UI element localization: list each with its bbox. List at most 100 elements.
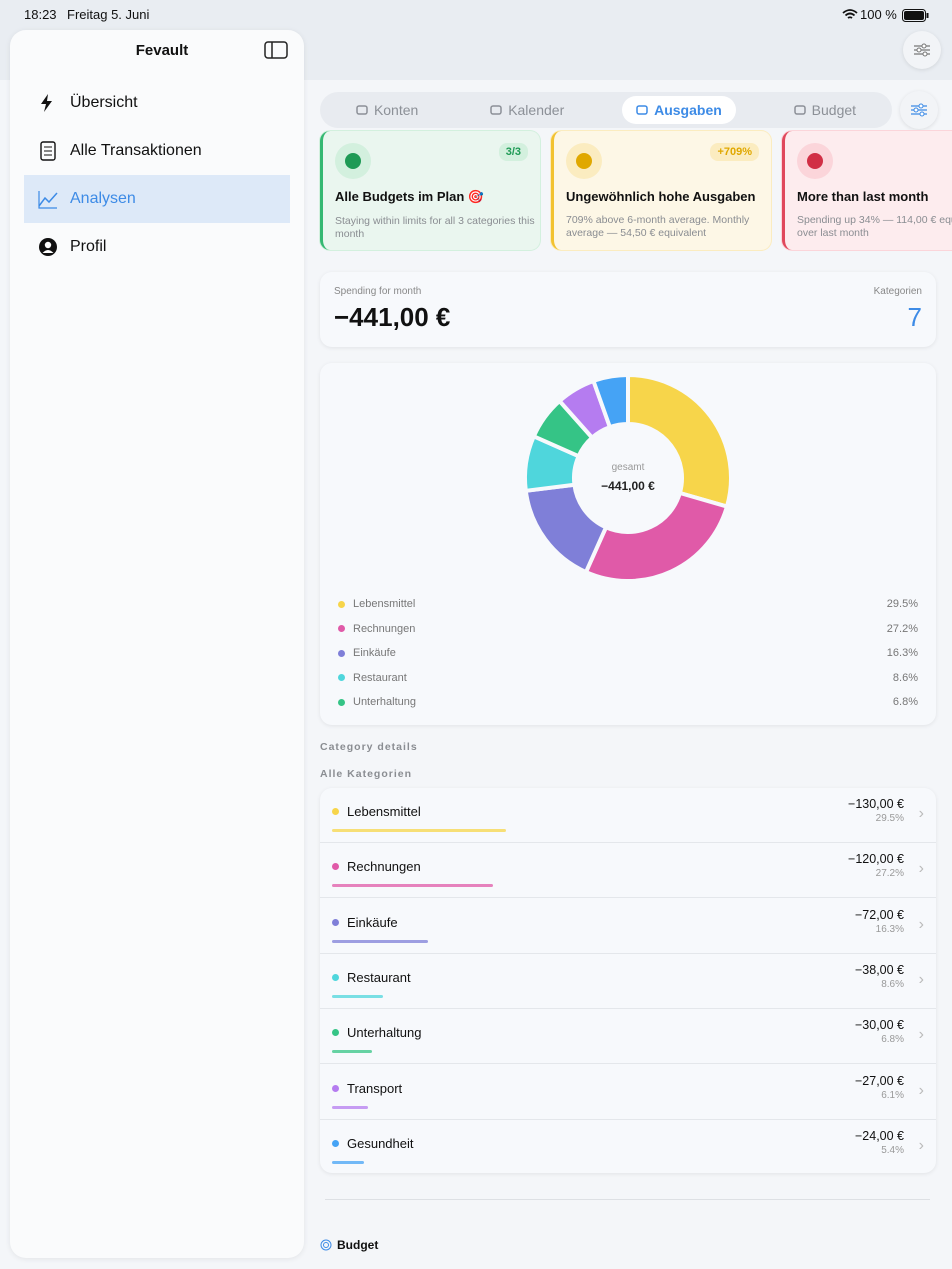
insight-badge: +709% — [710, 143, 759, 161]
legend-row: Einkäufe 16.3% — [338, 643, 918, 663]
nav-item[interactable]: Profil — [24, 223, 290, 271]
filter-button[interactable] — [900, 91, 938, 129]
tab-icon — [793, 105, 806, 115]
chevron: › — [918, 860, 924, 878]
insight-icon — [335, 143, 371, 179]
tab-label: Budget — [811, 102, 857, 118]
chevron: › — [918, 1081, 924, 1099]
category-amount: −72,00 € — [854, 907, 904, 922]
tab[interactable]: Konten — [342, 96, 432, 124]
insight-card: 3/3 Alle Budgets im Plan 🎯 Staying within … — [320, 131, 540, 250]
category-row[interactable]: Rechnungen −120,00 €27.2% › — [320, 843, 936, 899]
category-row[interactable]: Lebensmittel −130,00 € 29.5% › — [320, 788, 936, 843]
category-dot — [332, 1084, 339, 1092]
category-name: Transport — [347, 1080, 403, 1096]
legend-dot — [338, 674, 345, 681]
legend-name: Rechnungen — [353, 622, 416, 635]
nav-label: Alle Transaktionen — [70, 142, 202, 159]
count-label: Kategorien — [873, 286, 922, 297]
sidebar: Fevault Übersicht Alle Transaktionen Analy… — [10, 30, 304, 1258]
category-name-wrap: Gesundheit — [332, 1136, 414, 1151]
insight-icon — [566, 143, 602, 179]
legend-dot — [338, 600, 345, 608]
count-value: 7 — [907, 302, 922, 332]
category-amount: −30,00 € — [854, 1018, 904, 1033]
category-bar — [332, 939, 429, 943]
tab-icon — [356, 105, 368, 115]
category-name-wrap: Einkäufe — [332, 915, 398, 930]
tab-bar: Konten Kalender Ausgaben Budget — [320, 92, 892, 128]
nav-icon — [41, 94, 52, 112]
donut-slice — [591, 373, 630, 430]
category-percent: 6.1% — [881, 1089, 904, 1101]
category-name-wrap: Unterhaltung — [332, 1025, 421, 1040]
battery-label: 100 % — [860, 7, 897, 22]
category-name: Restaurant — [347, 969, 411, 985]
sidebar-title: Fevault — [135, 42, 189, 59]
category-name: Gesundheit — [347, 1135, 414, 1151]
category-percent: 6.8% — [881, 1034, 904, 1046]
tab-icon — [636, 105, 648, 115]
legend-dot — [338, 649, 345, 657]
category-bar — [332, 884, 493, 888]
category-row[interactable]: Einkäufe −72,00 €16.3% › — [320, 899, 936, 954]
list-title: Alle Kategorien — [320, 768, 413, 780]
tab-label: Ausgaben — [654, 102, 722, 118]
legend-row: Restaurant 8.6% — [338, 668, 918, 688]
insight-text: 709% above 6-month average. Monthly aver… — [566, 214, 750, 239]
wifi-icon — [842, 9, 858, 19]
nav-label: Analysen — [70, 190, 136, 207]
category-row[interactable]: Restaurant −38,00 €8.6% › — [320, 954, 936, 1009]
legend-percent: 27.2% — [886, 622, 918, 635]
donut-center-label: gesamt — [612, 462, 645, 473]
tab[interactable]: Ausgaben — [622, 96, 736, 124]
category-amount: −120,00 € — [848, 852, 904, 867]
summary-label: Spending for month — [334, 286, 422, 297]
sliders-icon — [911, 103, 927, 117]
category-percent: 27.2% — [875, 868, 904, 880]
category-row[interactable]: Unterhaltung −30,00 €6.8% › — [320, 1009, 936, 1065]
insight-title: Alle Budgets im Plan 🎯 — [335, 189, 485, 204]
budget-icon — [320, 1239, 332, 1251]
donut-chart: gesamt −441,00 € — [523, 373, 733, 583]
settings-button[interactable] — [903, 31, 941, 69]
sidebar-toggle[interactable] — [264, 41, 288, 59]
donut-slice — [626, 373, 733, 509]
category-amount: −24,00 € — [854, 1128, 904, 1143]
category-row[interactable]: Transport −27,00 €6.1% › — [320, 1065, 936, 1120]
insight-text: Staying within limits for all 3 categori… — [335, 215, 535, 240]
chevron: › — [918, 805, 924, 822]
tab[interactable]: Kalender — [476, 96, 578, 124]
category-bar — [332, 829, 506, 832]
category-dot — [332, 918, 339, 926]
insight-icon-dot — [576, 153, 592, 169]
category-name: Lebensmittel — [347, 804, 421, 819]
category-bar — [332, 1105, 369, 1109]
category-name: Einkäufe — [347, 914, 398, 930]
summary-total: −441,00 € — [334, 302, 451, 332]
status-time: 18:23 — [24, 7, 57, 22]
nav-label: Übersicht — [70, 94, 138, 111]
battery-icon — [902, 9, 929, 22]
sliders-icon — [914, 43, 930, 57]
category-amount: −38,00 € — [854, 962, 904, 977]
tab[interactable]: Budget — [780, 96, 870, 124]
category-row[interactable]: Gesundheit −24,00 €5.4% › — [320, 1120, 936, 1173]
tab-label: Konten — [373, 102, 419, 118]
nav-icon — [40, 141, 56, 161]
category-percent: 16.3% — [875, 923, 904, 935]
legend-row: Lebensmittel 29.5% — [338, 594, 918, 614]
insight-text: Spending up 34% — 114,00 € equivalent ov… — [797, 214, 952, 239]
status-date: Freitag 5. Juni — [67, 7, 150, 22]
nav-icon — [39, 238, 57, 256]
nav-label: Profil — [70, 238, 107, 255]
chevron: › — [918, 970, 924, 988]
nav-item[interactable]: Übersicht — [24, 79, 290, 127]
category-dot — [332, 1029, 339, 1037]
insight-card: More than last month Spending up 34% — 11… — [782, 131, 952, 250]
category-dot — [332, 1139, 339, 1147]
nav-item[interactable]: Analysen — [24, 175, 290, 223]
category-name-wrap: Lebensmittel — [332, 804, 421, 819]
chevron: › — [918, 915, 924, 933]
nav-item[interactable]: Alle Transaktionen — [24, 127, 290, 175]
